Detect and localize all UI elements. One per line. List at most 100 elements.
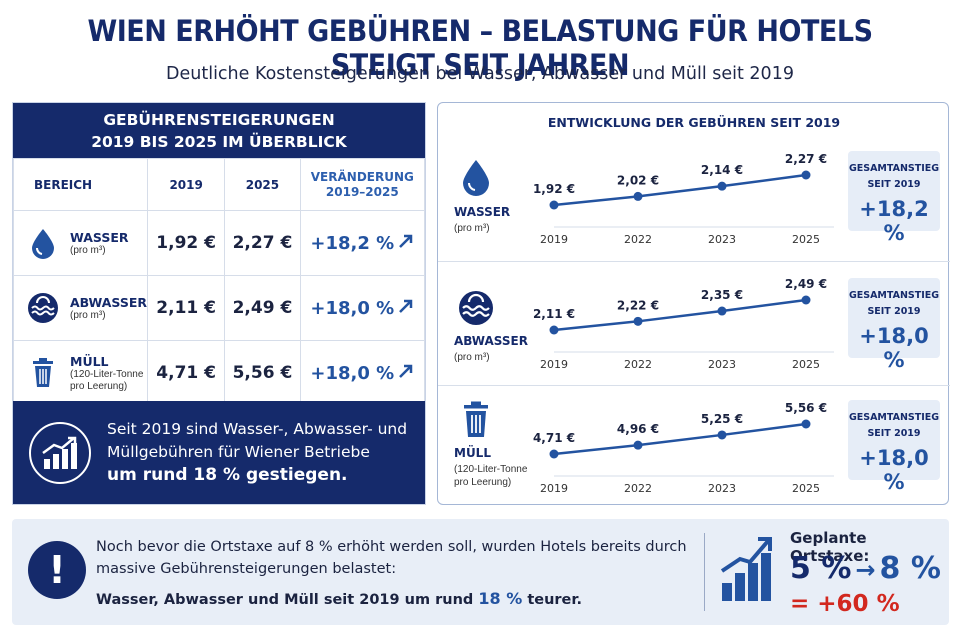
data-label: 2,35 € bbox=[701, 288, 743, 302]
data-point bbox=[801, 295, 811, 305]
value-2019: 1,92 € bbox=[147, 210, 226, 276]
x-tick-label: 2022 bbox=[624, 482, 652, 495]
data-label: 2,22 € bbox=[617, 298, 659, 312]
trash-bin-icon bbox=[33, 358, 53, 387]
data-label: 5,25 € bbox=[701, 412, 743, 426]
water-drop-icon bbox=[463, 160, 489, 196]
series-line bbox=[553, 422, 807, 456]
col-header-change-line1: VERÄNDERUNG bbox=[310, 169, 414, 184]
fee-table: BEREICH 2019 2025 VERÄNDERUNG 2019–2025 … bbox=[12, 158, 426, 406]
change-value: +18,0 % bbox=[310, 362, 395, 384]
x-tick-label: 2025 bbox=[792, 233, 820, 246]
footer-bold: um rund 18 % gestiegen. bbox=[107, 465, 348, 485]
data-point bbox=[549, 449, 559, 459]
table-heading: GEBÜHRENSTEIGERUNGEN 2019 BIS 2025 IM ÜB… bbox=[13, 103, 425, 158]
note-bold-suffix: teurer. bbox=[527, 592, 582, 608]
water-drop-icon bbox=[32, 229, 54, 259]
trash-bin-icon bbox=[464, 401, 488, 437]
value-2019: 4,71 € bbox=[147, 340, 226, 406]
col-header-change-line2: 2019–2025 bbox=[325, 184, 399, 199]
table-cell-area: ABWASSER (pro m³) bbox=[12, 275, 149, 341]
chart-row-name: MÜLL bbox=[454, 446, 491, 460]
data-label: 2,11 € bbox=[533, 307, 575, 321]
data-point bbox=[801, 419, 811, 429]
total-value: +18,2 % bbox=[859, 197, 929, 245]
line-chart-waste: 4,71 € 2019 4,96 € 2022 5,25 € 2023 5,56 € 2025 bbox=[533, 401, 834, 495]
footer-text: Seit 2019 sind Wasser-, Abwasser- und Mü… bbox=[107, 418, 407, 487]
table-row: MÜLL (120-Liter-Tonne pro Leerung) 4,71 € … bbox=[12, 340, 426, 406]
change-cell: +18,0 % bbox=[299, 275, 426, 341]
col-header-2019: 2019 bbox=[147, 158, 226, 211]
data-label: 2,49 € bbox=[785, 277, 827, 291]
x-tick-label: 2025 bbox=[792, 358, 820, 371]
data-label: 1,92 € bbox=[533, 182, 575, 196]
change-cell: +18,0 % bbox=[299, 340, 426, 406]
value-2025: 2,49 € bbox=[224, 275, 301, 341]
table-header-row: BEREICH 2019 2025 VERÄNDERUNG 2019–2025 bbox=[12, 158, 426, 211]
chart-row-unit: (pro m³) bbox=[454, 223, 490, 234]
series-line bbox=[553, 173, 807, 207]
table-cell-area: MÜLL (120-Liter-Tonne pro Leerung) bbox=[12, 340, 149, 406]
data-label: 4,96 € bbox=[617, 422, 659, 436]
chart-row-unit: (120-Liter-Tonne bbox=[454, 464, 528, 475]
value-2025: 2,27 € bbox=[224, 210, 301, 276]
divider bbox=[704, 533, 705, 611]
chart-row-waste: MÜLL (120-Liter-Tonne pro Leerung) 4,71 … bbox=[438, 385, 950, 507]
chart-panel-title: ENTWICKLUNG DER GEBÜHREN SEIT 2019 bbox=[547, 115, 841, 130]
line-chart-water: 1,92 € 2019 2,02 € 2022 2,14 € 2023 2,27 € 2025 bbox=[533, 152, 834, 246]
chart-row-name: WASSER bbox=[454, 205, 511, 219]
total-value: +18,0 % bbox=[859, 324, 929, 372]
x-tick-label: 2025 bbox=[792, 482, 820, 495]
series-line bbox=[553, 298, 807, 332]
total-increase-box: GESAMTANSTIEG SEIT 2019 +18,0 % bbox=[848, 278, 940, 372]
total-label-line2: SEIT 2019 bbox=[867, 306, 921, 317]
note-line2: massive Gebührensteigerungen belastet: bbox=[96, 561, 397, 577]
change-value: +18,2 % bbox=[310, 232, 395, 254]
rising-bars-icon bbox=[720, 537, 772, 601]
col-header-2025: 2025 bbox=[224, 158, 301, 211]
tax-to: 8 % bbox=[879, 551, 941, 586]
total-label-line1: GESAMTANSTIEG bbox=[848, 290, 940, 301]
total-label-line2: SEIT 2019 bbox=[867, 428, 921, 439]
tax-increase: = +60 % bbox=[790, 591, 900, 617]
fee-development-panel: ENTWICKLUNG DER GEBÜHREN SEIT 2019 WASSE… bbox=[437, 102, 950, 507]
note-text: Noch bevor die Ortstaxe auf 8 % erhöht w… bbox=[96, 536, 696, 611]
x-tick-label: 2019 bbox=[540, 358, 568, 371]
x-tick-label: 2023 bbox=[708, 482, 736, 495]
data-point bbox=[717, 181, 727, 191]
total-label-line1: GESAMTANSTIEG bbox=[848, 163, 940, 174]
page-title: WIEN ERHÖHT GEBÜHREN – BELASTUNG FÜR HOT… bbox=[87, 14, 873, 82]
total-label: GESAMTANSTIEG SEIT 2019 bbox=[848, 288, 940, 320]
data-label: 2,14 € bbox=[701, 163, 743, 177]
table-row: WASSER (pro m³) 1,92 € 2,27 € +18,2 % bbox=[12, 210, 426, 276]
area-name: MÜLL bbox=[70, 353, 109, 369]
wastewater-icon bbox=[459, 291, 493, 325]
value-2025: 5,56 € bbox=[224, 340, 301, 406]
total-increase-box: GESAMTANSTIEG SEIT 2019 +18,2 % bbox=[848, 151, 940, 245]
footer-line2: Müllgebühren für Wiener Betriebe bbox=[107, 443, 370, 461]
arrow-right-icon: → bbox=[855, 556, 876, 584]
table-row: ABWASSER (pro m³) 2,11 € 2,49 € +18,0 % bbox=[12, 275, 426, 341]
x-tick-label: 2023 bbox=[708, 233, 736, 246]
footer-line1: Seit 2019 sind Wasser-, Abwasser- und bbox=[107, 420, 408, 438]
x-tick-label: 2019 bbox=[540, 482, 568, 495]
data-label: 5,56 € bbox=[785, 401, 827, 415]
note-line1: Noch bevor die Ortstaxe auf 8 % erhöht w… bbox=[96, 539, 687, 555]
tax-from: 5 % bbox=[790, 551, 852, 586]
fee-overview-table-card: GEBÜHRENSTEIGERUNGEN 2019 BIS 2025 IM ÜB… bbox=[12, 102, 426, 505]
line-chart-wastewater: 2,11 € 2019 2,22 € 2022 2,35 € 2023 2,49 € 2025 bbox=[533, 277, 834, 371]
table-footer-summary: Seit 2019 sind Wasser-, Abwasser- und Mü… bbox=[13, 401, 425, 504]
area-name: ABWASSER bbox=[70, 294, 148, 310]
data-point bbox=[717, 306, 727, 316]
area-unit: (pro m³) bbox=[70, 309, 106, 321]
note-bold-prefix: Wasser, Abwasser und Müll seit 2019 um r… bbox=[96, 592, 474, 608]
area-unit-line2: pro Leerung) bbox=[70, 380, 128, 392]
exclamation-icon: ! bbox=[28, 541, 86, 599]
x-tick-label: 2022 bbox=[624, 233, 652, 246]
col-header-change: VERÄNDERUNG 2019–2025 bbox=[299, 158, 426, 211]
growth-chart-icon bbox=[29, 421, 91, 484]
total-label-line1: GESAMTANSTIEG bbox=[848, 412, 940, 423]
x-tick-label: 2019 bbox=[540, 233, 568, 246]
area-unit: (pro m³) bbox=[70, 244, 106, 256]
data-point bbox=[717, 430, 727, 440]
